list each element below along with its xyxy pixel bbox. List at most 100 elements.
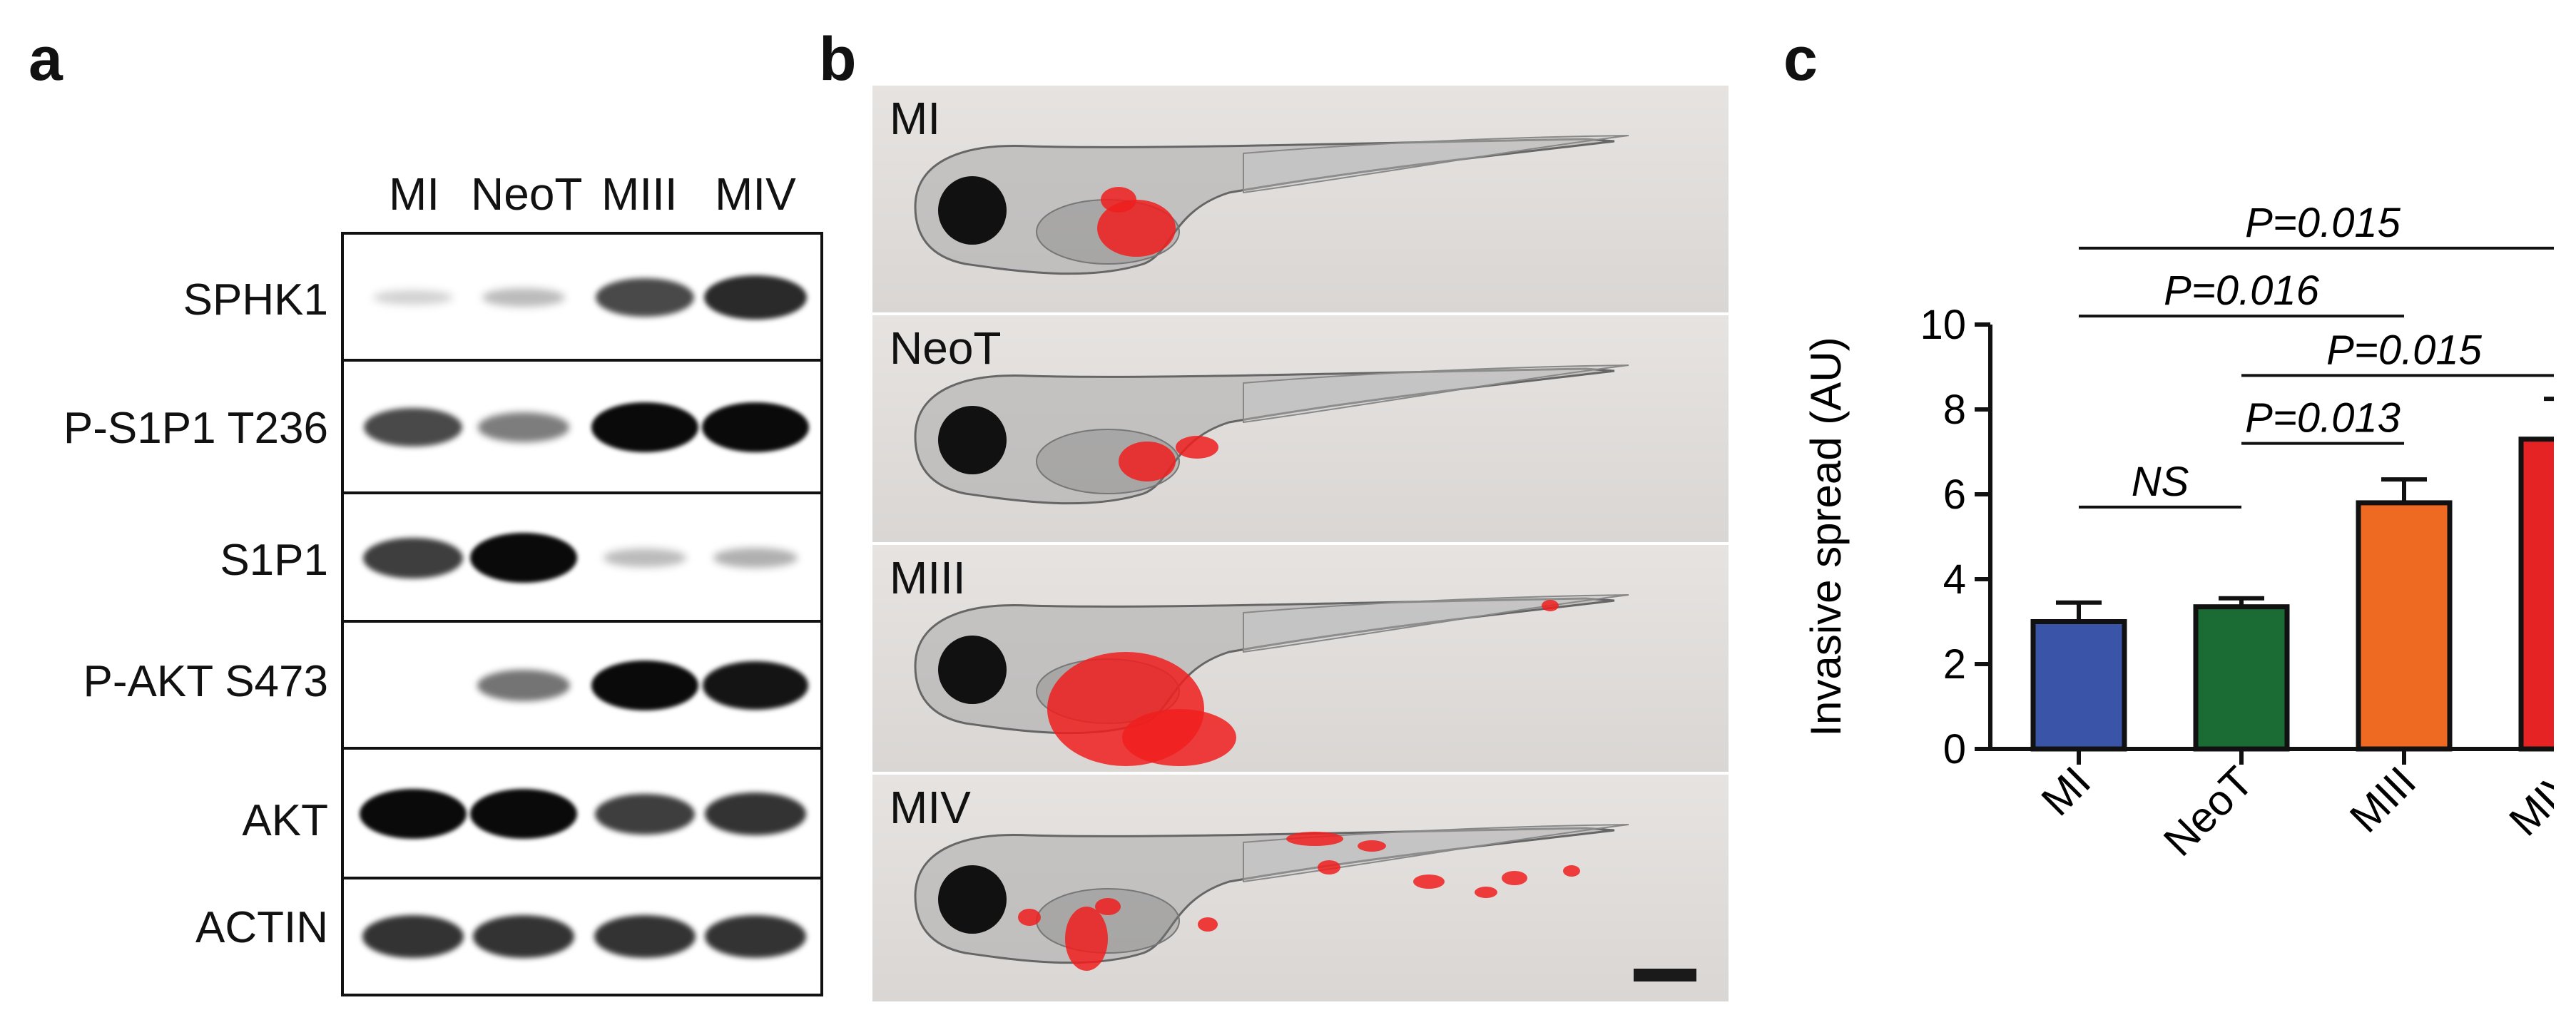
x-tick-label: NeoT (2154, 758, 2262, 865)
tumor-cell-signal (1286, 832, 1343, 846)
lane-label-miii: MIII (601, 168, 678, 220)
row-label-sphk1: SPHK1 (183, 275, 328, 325)
tumor-cell-signal (1358, 840, 1386, 852)
tumor-cell-signal (1563, 865, 1580, 877)
blot-strip (341, 491, 823, 624)
y-tick-label: 10 (1920, 302, 1966, 348)
fish-fin (1243, 594, 1629, 653)
fish-label-miv: MIV (890, 782, 971, 833)
lane-label-miv: MIV (715, 168, 796, 220)
blot-band (705, 915, 806, 958)
fish-image-mi: MI (872, 86, 1729, 312)
tumor-cell-signal (1542, 600, 1559, 611)
blot-strip (341, 747, 823, 881)
tumor-cell-signal (1119, 442, 1176, 481)
panel-letter-b: b (819, 25, 857, 93)
y-tick-label: 4 (1943, 556, 1966, 603)
blot-band (482, 288, 565, 307)
y-tick-label: 8 (1943, 387, 1966, 433)
fish-image-miv: MIV (872, 775, 1729, 1001)
bar-miii (2356, 500, 2453, 752)
tumor-cell-signal (1502, 871, 1527, 885)
blot-strip (341, 620, 823, 751)
blot-band (363, 537, 463, 578)
y-axis-label: Invasive spread (AU) (1802, 337, 1850, 736)
scale-bar (1634, 969, 1696, 981)
blot-strip (341, 232, 823, 363)
blot-band (478, 412, 569, 442)
tumor-cell-signal (1318, 860, 1340, 874)
zebrafish-image-2 (914, 364, 1629, 505)
blot-band (702, 402, 809, 452)
tumor-cell-signal (1413, 874, 1445, 889)
fish-image-neot: NeoT (872, 315, 1729, 542)
blot-band (364, 407, 462, 447)
row-label-p-s1p1: P-S1P1 T236 (63, 404, 328, 453)
row-label-akt: AKT (242, 796, 328, 845)
tumor-cell-signal (1097, 200, 1176, 257)
fish-eye (938, 636, 1007, 704)
blot-band (373, 290, 453, 305)
blot-band (595, 793, 695, 835)
tumor-cell-signal (1475, 887, 1497, 898)
fish-eye (938, 865, 1007, 934)
blot-strip (341, 877, 823, 996)
blot-band (362, 915, 464, 958)
blot-band (473, 915, 574, 958)
zebrafish-image-4 (914, 824, 1629, 971)
tumor-cell-signal (1095, 898, 1121, 915)
significance-label: NS (2132, 459, 2189, 505)
blot-band (705, 792, 806, 835)
tumor-cell-signal (1198, 917, 1218, 932)
panel-letter-a: a (29, 25, 63, 93)
blot-band (591, 661, 698, 710)
tumor-cell-signal (1101, 187, 1136, 213)
blot-band (713, 547, 798, 568)
bar-mi (2030, 619, 2127, 752)
significance-label: P=0.015 (2245, 200, 2401, 246)
blot-strip (341, 359, 823, 496)
y-tick-label: 6 (1943, 471, 1966, 518)
bar-miv (2518, 437, 2554, 752)
blot-band (591, 402, 698, 452)
tumor-cell-signal (1018, 909, 1041, 926)
tumor-cell-signal (1065, 907, 1108, 971)
fish-body (914, 367, 1615, 505)
significance-label: P=0.015 (2326, 327, 2482, 373)
fish-label-neot: NeoT (890, 322, 1002, 374)
fish-image-miii: MIII (872, 545, 1729, 772)
x-tick-label: MIII (2341, 758, 2425, 842)
row-label-p-akt: P-AKT S473 (83, 657, 328, 706)
row-label-actin: ACTIN (195, 903, 328, 952)
blot-band (594, 915, 696, 958)
fish-body (914, 138, 1615, 275)
fish-eye (938, 406, 1007, 474)
lane-label-neot: NeoT (471, 168, 583, 220)
x-tick-label: MIV (2500, 758, 2554, 845)
blot-band (470, 533, 577, 583)
fish-label-miii: MIII (890, 552, 966, 603)
fish-label-mi: MI (890, 93, 941, 144)
blot-band (477, 670, 570, 701)
blot-band (360, 789, 467, 839)
x-tick-label: MI (2032, 758, 2100, 825)
blot-band (703, 661, 808, 710)
tumor-cell-signal (1122, 709, 1236, 766)
blot-band (470, 789, 577, 839)
fish-fin (1243, 135, 1629, 194)
blot-band (604, 549, 686, 567)
lane-label-mi: MI (389, 168, 440, 220)
significance-label: P=0.013 (2245, 395, 2401, 442)
y-tick-label: 0 (1943, 726, 1966, 772)
tumor-cell-signal (1176, 436, 1218, 459)
y-tick-label: 2 (1943, 641, 1966, 688)
panel-c-bar-chart: 0 2 4 6 8 10 Invasive spread (AU) MI NeoT MIII MIV… (1802, 200, 2554, 865)
fish-eye (938, 176, 1007, 245)
fish-fin (1243, 364, 1629, 424)
zebrafish-image-1 (914, 135, 1629, 275)
zebrafish-image-3 (914, 594, 1629, 766)
blot-band (704, 275, 807, 320)
significance-label: P=0.016 (2164, 267, 2319, 314)
panel-letter-c: c (1783, 25, 1818, 93)
blot-band (596, 277, 694, 317)
